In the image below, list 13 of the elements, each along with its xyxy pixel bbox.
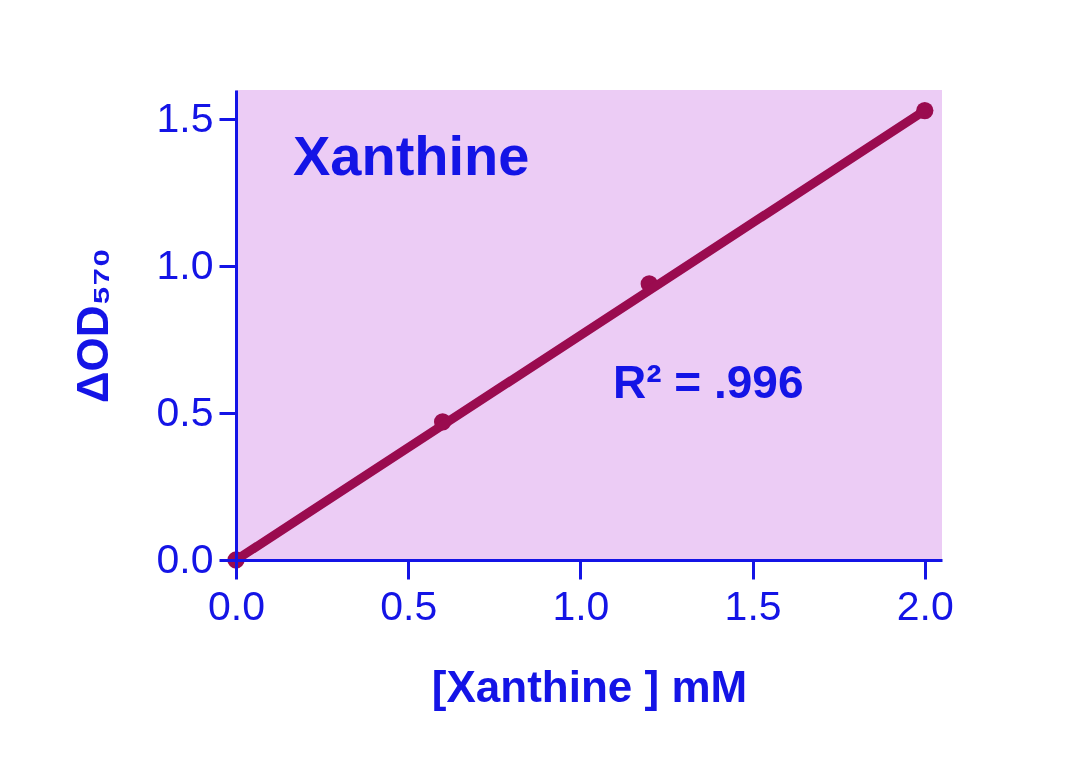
y-tick-label: 0.5 [156, 388, 214, 435]
y-tick-label: 1.0 [156, 241, 214, 288]
x-tick-label: 1.5 [724, 582, 782, 629]
x-tick-label: 2.0 [896, 582, 954, 629]
x-tick-label: 1.0 [552, 582, 610, 629]
annotation: R² = .996 [613, 356, 804, 408]
x-axis-title: [Xanthine ] mM [431, 661, 748, 711]
x-tick-label: 0.5 [380, 582, 438, 629]
text: Xanthine [293, 124, 530, 187]
y-tick-label: 1.5 [156, 94, 214, 141]
y-tick-label: 0.0 [156, 535, 214, 582]
x-tick-label: 0.0 [208, 582, 265, 629]
y-axis-title: ΔOD₅₇₀ [67, 247, 117, 404]
